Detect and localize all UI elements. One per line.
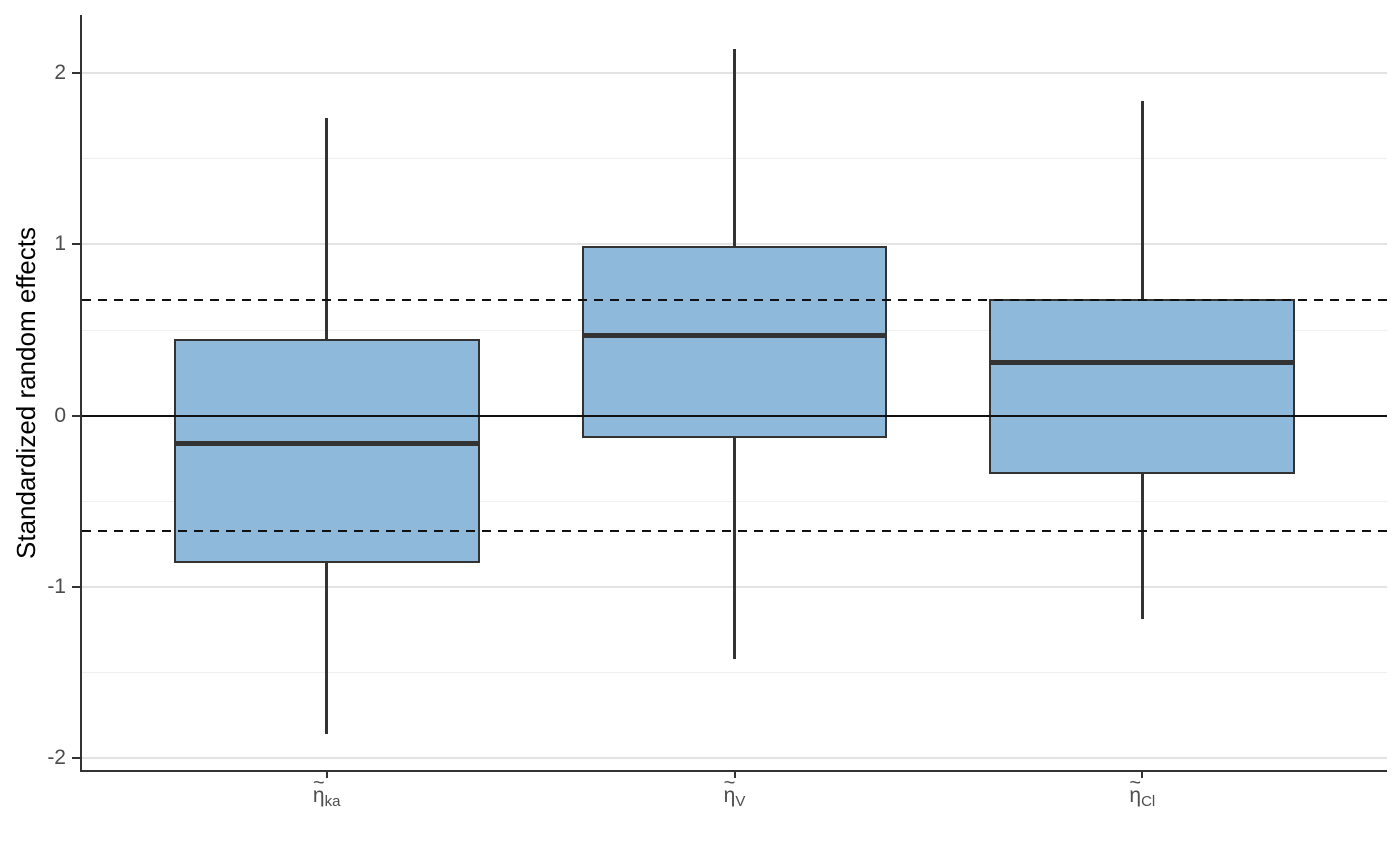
median-line bbox=[989, 360, 1296, 366]
tilde-accent: ~ bbox=[312, 771, 325, 794]
box-eta_V bbox=[581, 246, 888, 438]
zero-reference-line bbox=[82, 414, 1387, 417]
y-axis-title: Standardized random effects bbox=[11, 227, 41, 559]
eta-symbol: η ~ bbox=[1129, 771, 1142, 807]
median-line bbox=[173, 440, 480, 446]
eta-symbol: η ~ bbox=[312, 771, 325, 807]
x-axis-line bbox=[80, 770, 1387, 772]
tilde-accent: ~ bbox=[1129, 771, 1142, 794]
y-tick-label: 2 bbox=[54, 61, 66, 85]
y-tick-mark bbox=[72, 72, 80, 75]
box-eta_ka bbox=[173, 338, 480, 563]
y-tick-label: 1 bbox=[54, 232, 66, 256]
y-tick-mark bbox=[72, 243, 80, 246]
y-tick-mark bbox=[72, 757, 80, 760]
x-tick-mark bbox=[325, 772, 328, 778]
eta-symbol: η ~ bbox=[723, 771, 736, 807]
lower-whisker bbox=[325, 562, 329, 735]
eta-subscript: V bbox=[735, 793, 746, 810]
tilde-accent: ~ bbox=[723, 771, 736, 794]
median-line bbox=[581, 332, 888, 338]
lower-whisker bbox=[733, 437, 736, 659]
y-tick-label: -2 bbox=[47, 746, 66, 770]
y-tick-label: 0 bbox=[54, 403, 66, 427]
x-tick-label-ka: η ~ ka bbox=[312, 771, 341, 810]
x-tick-mark bbox=[733, 772, 736, 778]
y-tick-mark bbox=[72, 585, 80, 588]
y-axis-line bbox=[80, 15, 82, 772]
x-tick-mark bbox=[1141, 772, 1144, 778]
y-tick-label: -1 bbox=[47, 574, 66, 598]
y-tick-mark bbox=[72, 414, 80, 417]
box-eta_Cl bbox=[989, 299, 1296, 474]
plot-panel bbox=[82, 15, 1387, 770]
dashed-reference-line bbox=[82, 530, 1387, 532]
lower-whisker bbox=[1140, 473, 1144, 620]
eta-subscript: Cl bbox=[1141, 793, 1156, 810]
upper-whisker bbox=[325, 117, 329, 339]
upper-whisker bbox=[1140, 100, 1144, 300]
x-tick-label-Cl: η ~ Cl bbox=[1129, 771, 1156, 810]
gridline-minor bbox=[82, 671, 1387, 673]
eta-subscript: ka bbox=[324, 793, 341, 810]
upper-whisker bbox=[733, 49, 736, 247]
dashed-reference-line bbox=[82, 299, 1387, 302]
x-tick-label-V: η ~ V bbox=[723, 771, 746, 810]
gridline-major bbox=[82, 757, 1387, 760]
